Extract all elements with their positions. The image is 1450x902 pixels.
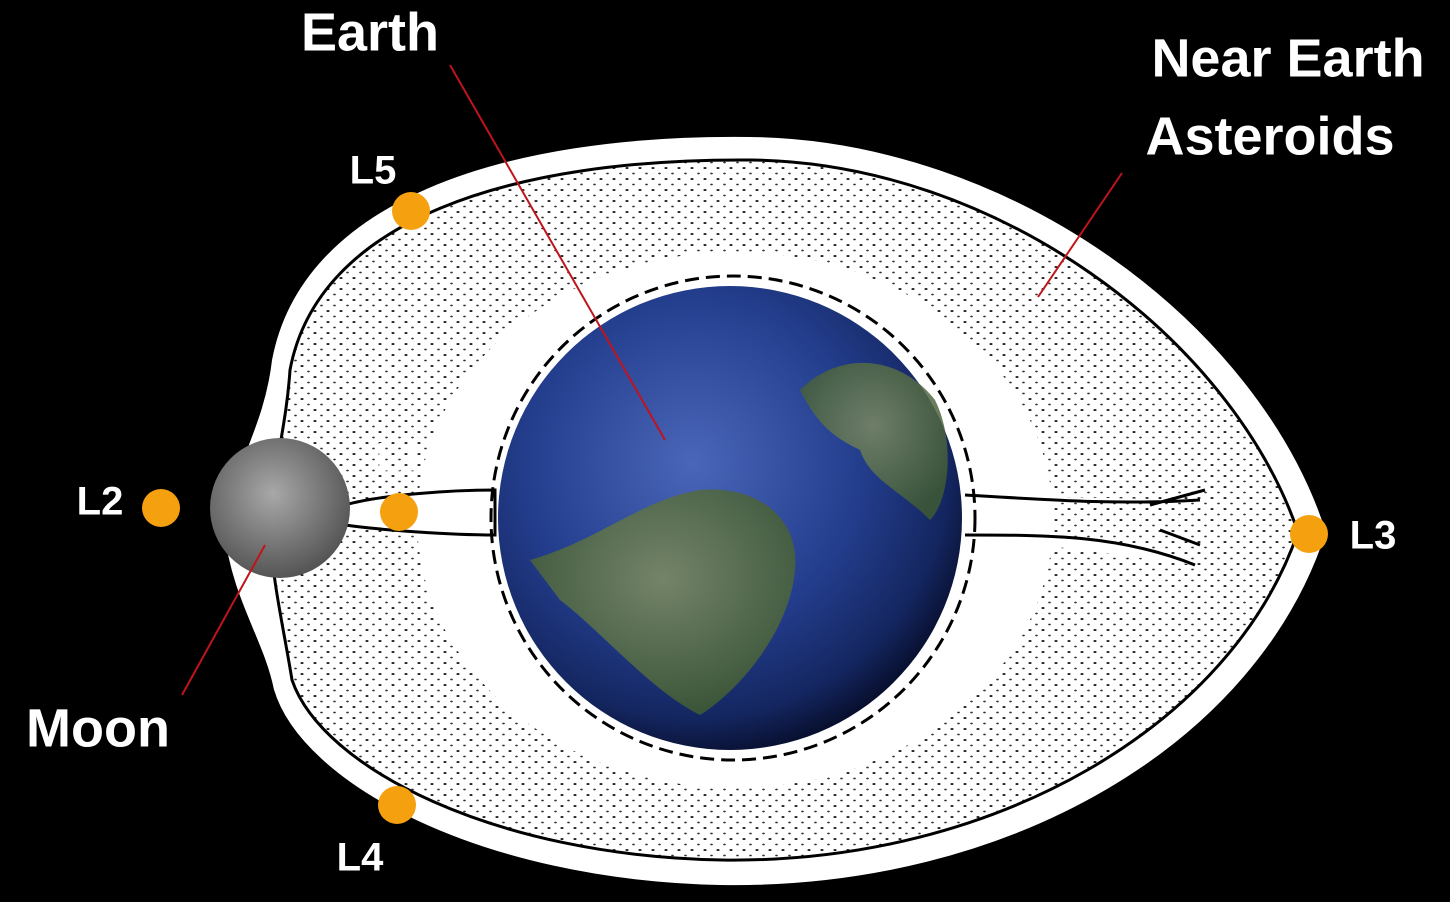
l5-label: L5: [350, 149, 397, 193]
l3-dot: [1290, 515, 1328, 553]
earth-land: [530, 489, 796, 715]
earth-label: Earth: [301, 2, 439, 62]
nea-label: Near Earth: [1151, 28, 1424, 88]
lagrange-dots: [142, 192, 1328, 824]
l5-dot: [392, 192, 430, 230]
l2-label: L2: [77, 480, 124, 524]
moon: [210, 438, 350, 578]
l1-label: L1: [377, 436, 424, 480]
leader-lines: [181, 64, 1123, 696]
moon-label: Moon: [26, 698, 170, 758]
nea-label: Asteroids: [1145, 106, 1394, 166]
l1-dot: [380, 493, 418, 531]
earth-land: [800, 362, 948, 520]
l3-label: L3: [1350, 514, 1397, 558]
l4-label: L4: [337, 836, 384, 880]
l4-dot: [378, 786, 416, 824]
earth-orbit: [489, 274, 977, 762]
l2-dot: [142, 489, 180, 527]
